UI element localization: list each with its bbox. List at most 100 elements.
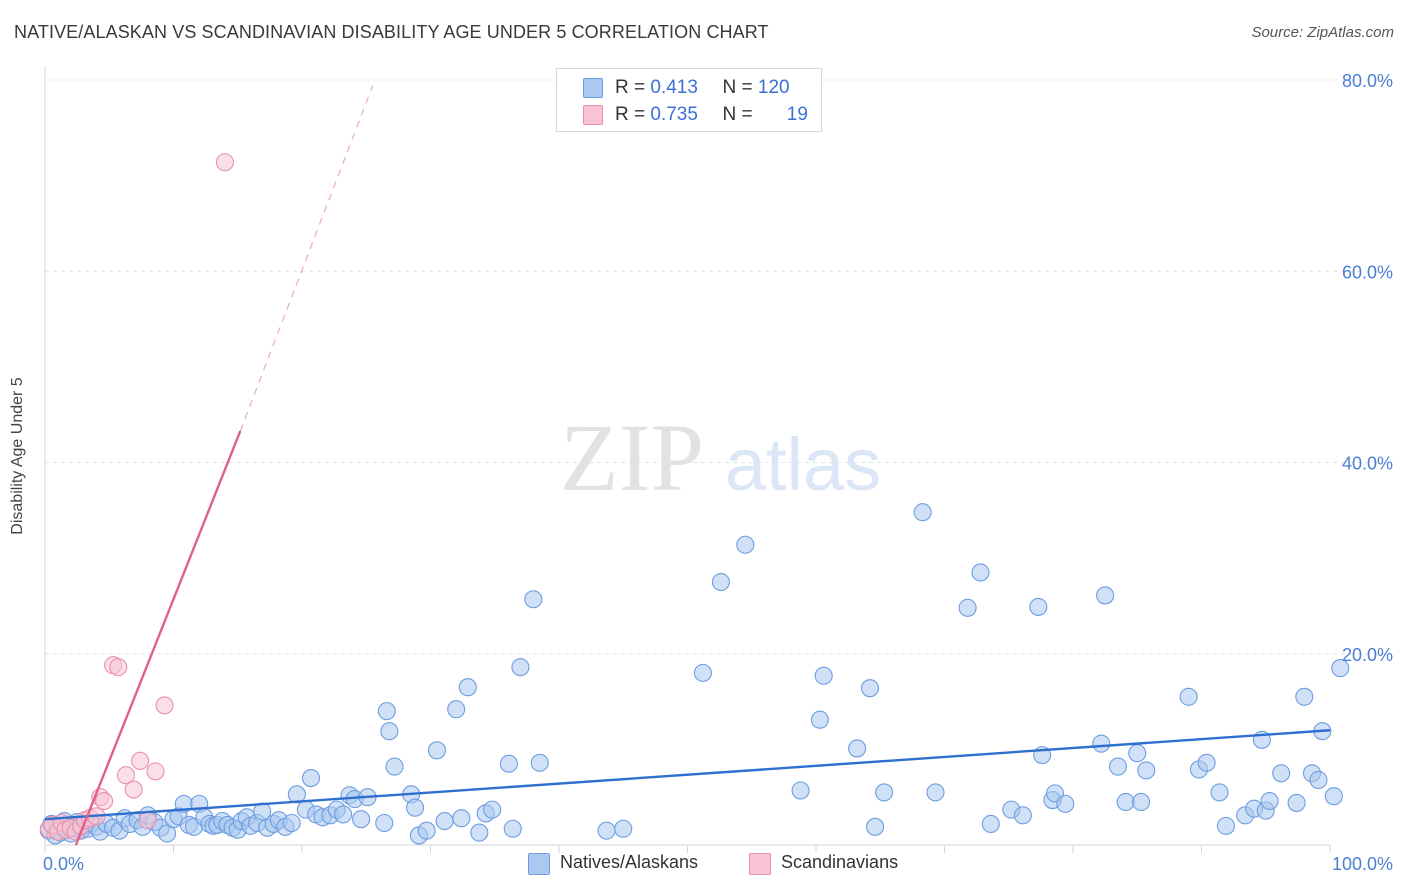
point-natives xyxy=(848,739,867,758)
point-natives xyxy=(1287,793,1306,812)
point-scandinavians xyxy=(109,658,128,677)
point-natives xyxy=(913,503,932,522)
point-natives xyxy=(736,535,755,554)
y-tick-label: 60.0% xyxy=(1342,262,1393,282)
legend-r-label: R = xyxy=(615,104,646,125)
legend-r-value: 0.413 xyxy=(650,77,698,98)
legend-swatch-natives xyxy=(583,78,603,98)
point-natives xyxy=(503,819,522,838)
point-natives xyxy=(1309,770,1328,790)
point-natives xyxy=(1013,806,1032,825)
point-natives xyxy=(860,679,880,698)
point-natives xyxy=(452,809,471,828)
watermark: ZIP atlas xyxy=(560,404,881,511)
source-label: Source: ZipAtlas.com xyxy=(1251,24,1394,41)
point-natives xyxy=(385,757,404,776)
trend-lines xyxy=(44,85,1331,846)
point-scandinavians xyxy=(138,811,157,830)
y-tick-label: 40.0% xyxy=(1342,454,1393,474)
point-natives xyxy=(981,814,1000,834)
legend-n-value: 19 xyxy=(786,104,808,125)
point-scandinavians xyxy=(131,751,150,770)
point-natives xyxy=(380,722,399,741)
point-natives xyxy=(866,817,885,836)
point-natives xyxy=(597,821,616,840)
point-natives xyxy=(810,710,829,729)
point-natives xyxy=(483,800,502,819)
point-natives xyxy=(1210,783,1229,802)
point-natives xyxy=(334,805,353,824)
point-natives xyxy=(511,658,530,677)
point-natives xyxy=(427,741,446,760)
axes xyxy=(44,66,1331,853)
point-natives xyxy=(1260,791,1279,811)
legend-r-label: R = xyxy=(615,77,646,98)
point-natives xyxy=(1096,586,1115,605)
point-natives xyxy=(1132,792,1151,812)
y-axis-label: Disability Age Under 5 xyxy=(9,377,26,535)
legend-label-scandinavians: Scandinavians xyxy=(781,852,899,872)
point-natives xyxy=(435,812,454,831)
point-natives xyxy=(530,753,549,772)
point-natives xyxy=(1092,734,1111,753)
data-points xyxy=(39,153,1350,845)
point-scandinavians xyxy=(116,766,136,785)
point-scandinavians xyxy=(146,762,165,781)
point-natives xyxy=(971,563,990,582)
legend-n-value: 120 xyxy=(757,77,790,98)
point-natives xyxy=(417,821,436,840)
point-natives xyxy=(447,700,466,719)
point-natives xyxy=(814,666,833,685)
legend-swatch-scandinavians xyxy=(583,105,603,125)
point-natives xyxy=(1116,792,1135,812)
point-natives xyxy=(1331,659,1350,678)
point-natives xyxy=(958,598,977,617)
legend-label-natives: Natives/Alaskans xyxy=(560,852,699,872)
point-natives xyxy=(406,798,425,817)
point-natives xyxy=(1216,816,1235,835)
point-natives xyxy=(1137,761,1156,780)
point-natives xyxy=(524,590,543,609)
stats-legend: R = 0.413 N = 120 R = 0.735 N = 19 xyxy=(556,68,822,132)
watermark-atlas: atlas xyxy=(725,423,881,506)
point-natives xyxy=(1108,757,1128,776)
point-natives xyxy=(282,813,301,833)
point-natives xyxy=(693,663,712,682)
y-tick-label: 80.0% xyxy=(1342,71,1393,91)
legend-r-value: 0.735 xyxy=(650,104,698,125)
point-natives xyxy=(711,572,730,592)
point-natives xyxy=(375,813,394,833)
watermark-zip: ZIP xyxy=(560,404,704,511)
point-natives xyxy=(377,702,396,721)
tick-labels: 20.0% 40.0% 60.0% 80.0% 0.0% 100.0% xyxy=(43,71,1393,874)
point-natives xyxy=(1029,597,1048,616)
trend-line-natives xyxy=(44,729,1331,821)
point-natives xyxy=(499,754,518,773)
legend-swatch-natives xyxy=(528,853,550,875)
point-natives xyxy=(875,783,894,802)
x-tick-label: 0.0% xyxy=(43,854,84,874)
point-natives xyxy=(470,823,489,842)
point-scandinavians xyxy=(124,780,143,799)
point-natives xyxy=(1128,744,1147,763)
grid-lines xyxy=(45,79,1392,655)
point-scandinavians xyxy=(155,696,174,715)
legend-n-label: N = xyxy=(722,77,753,98)
x-tick-label: 100.0% xyxy=(1332,854,1393,874)
point-natives xyxy=(1295,687,1314,706)
point-natives xyxy=(1197,753,1216,772)
point-natives xyxy=(1272,764,1291,783)
trend-extension-scandinavians xyxy=(239,85,374,432)
point-natives xyxy=(301,769,321,788)
point-natives xyxy=(1179,687,1198,706)
point-scandinavians xyxy=(215,153,234,172)
point-natives xyxy=(352,810,371,829)
chart-title: NATIVE/ALASKAN VS SCANDINAVIAN DISABILIT… xyxy=(14,22,769,42)
point-natives xyxy=(458,678,477,697)
trend-line-scandinavians xyxy=(74,430,242,846)
point-scandinavians xyxy=(95,791,114,811)
point-natives xyxy=(1324,787,1343,806)
legend-n-label: N = xyxy=(722,104,753,125)
y-tick-label: 20.0% xyxy=(1342,645,1393,665)
